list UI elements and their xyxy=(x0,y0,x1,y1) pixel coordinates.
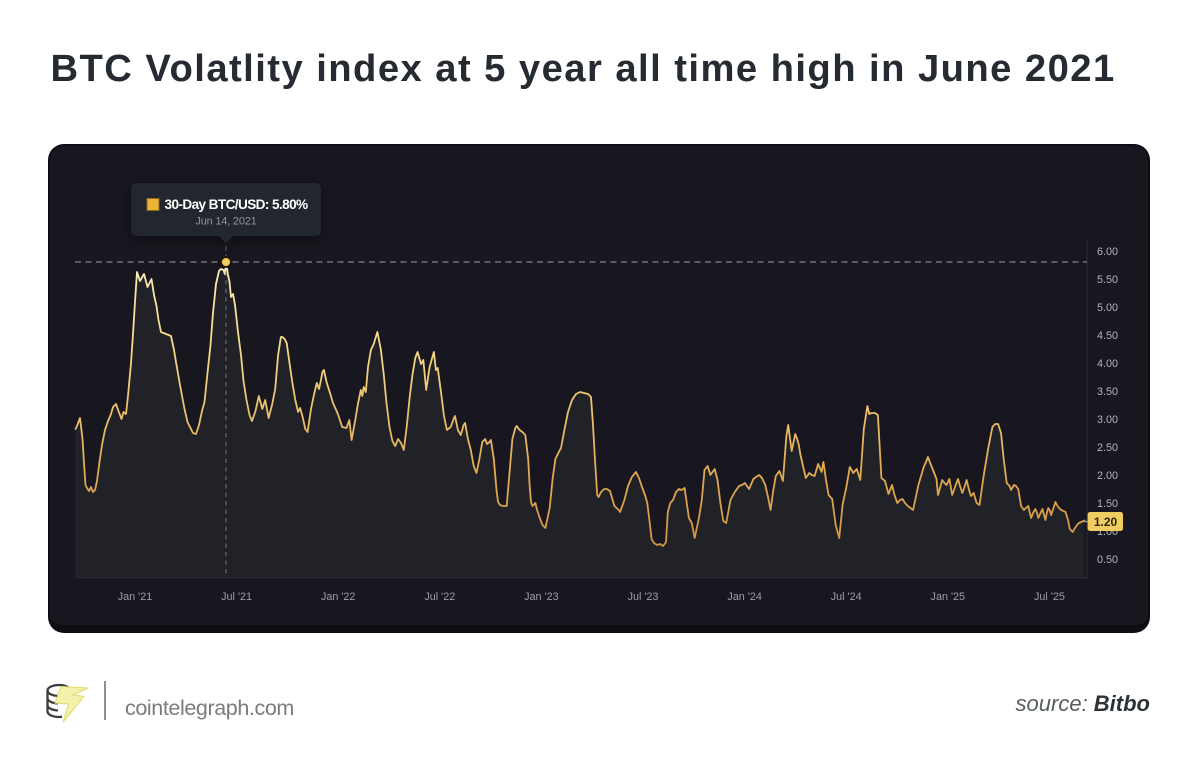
svg-text:0.50: 0.50 xyxy=(1097,554,1118,566)
svg-text:Jul '21: Jul '21 xyxy=(221,591,252,603)
svg-text:Jun 14, 2021: Jun 14, 2021 xyxy=(195,216,256,228)
svg-text:3.00: 3.00 xyxy=(1097,414,1118,426)
svg-text:Jan '22: Jan '22 xyxy=(321,591,355,603)
svg-text:Jan '23: Jan '23 xyxy=(524,591,558,603)
svg-text:2.00: 2.00 xyxy=(1097,470,1118,482)
svg-text:Jul '25: Jul '25 xyxy=(1034,591,1065,603)
svg-text:Jan '24: Jan '24 xyxy=(727,591,761,603)
svg-text:1.20: 1.20 xyxy=(1094,515,1118,529)
svg-text:Jan '25: Jan '25 xyxy=(931,591,965,603)
svg-text:Jul '24: Jul '24 xyxy=(831,591,862,603)
svg-text:1.50: 1.50 xyxy=(1097,498,1118,510)
svg-text:Jul '22: Jul '22 xyxy=(424,591,455,603)
svg-text:5.50: 5.50 xyxy=(1097,274,1118,286)
svg-text:2.50: 2.50 xyxy=(1097,442,1118,454)
svg-text:3.50: 3.50 xyxy=(1097,386,1118,398)
svg-text:Jul '23: Jul '23 xyxy=(628,591,659,603)
svg-text:Jan '21: Jan '21 xyxy=(118,591,152,603)
svg-text:4.00: 4.00 xyxy=(1097,358,1118,370)
svg-text:30-Day BTC/USD: 5.80%: 30-Day BTC/USD: 5.80% xyxy=(165,197,309,212)
svg-text:6.00: 6.00 xyxy=(1097,246,1118,258)
svg-text:5.00: 5.00 xyxy=(1097,302,1118,314)
svg-text:4.50: 4.50 xyxy=(1097,330,1118,342)
